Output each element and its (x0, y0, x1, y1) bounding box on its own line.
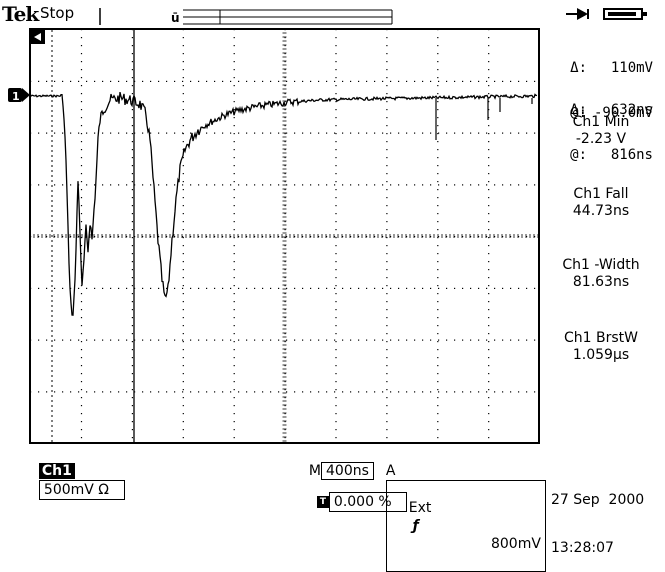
volts-per-div[interactable]: 500mV Ω (38, 480, 125, 500)
at-time-label: @: (570, 147, 587, 163)
record-length-indicator: ū (99, 8, 393, 25)
timebase-value[interactable]: 400ns (321, 462, 374, 480)
battery-icon (603, 8, 647, 20)
measurement-3-title: Ch1 -Width (562, 257, 640, 273)
date-label: 27 Sep 2000 (551, 492, 645, 508)
delta-time-value: 632ns (610, 102, 653, 118)
measurement-1-value: -2.23 V (575, 131, 627, 147)
at-voltage-value: -90.0mV (593, 105, 653, 121)
trigger-position-readout: T 0.000 % (308, 474, 407, 512)
channel-settings[interactable]: Ch1 500mV Ω (30, 444, 125, 500)
at-voltage-label: @: (570, 105, 587, 121)
trigger-a-label: A (385, 463, 396, 479)
measurement-1[interactable]: Ch1 Min -2.23 V (541, 114, 661, 148)
measurement-3[interactable]: Ch1 -Width 81.63ns (541, 257, 661, 291)
date-time-display: 27 Sep 2000 13:28:07 (551, 460, 644, 572)
tek-brand-logo: Tek (2, 2, 39, 26)
delta-voltage-value: 110mV (610, 60, 653, 76)
measurement-4-title: Ch1 BrstW (564, 330, 638, 346)
trigger-source: Ext (408, 500, 432, 516)
trigger-slope-icon: ƒ (412, 518, 419, 534)
measurement-2[interactable]: Ch1 Fall 44.73ns (541, 186, 661, 220)
delta-time-label: Δ: (570, 102, 587, 118)
trigger-level: 800mV (490, 536, 541, 552)
main-timebase-label: M (308, 463, 321, 479)
timebase-settings[interactable]: M 400ns (300, 444, 374, 480)
measurement-4[interactable]: Ch1 BrstW 1.059µs (541, 330, 661, 364)
scope-display: ū 1 (8, 8, 540, 444)
power-plug-icon (566, 6, 592, 20)
measurement-1-title: Ch1 Min (572, 114, 630, 130)
measurement-2-value: 44.73ns (572, 203, 630, 219)
trigger-icon: T (316, 496, 329, 508)
at-time-value: 816ns (610, 147, 653, 163)
acquisition-status: Stop (40, 4, 75, 22)
trigger-position-value: 0.000 % (328, 492, 407, 512)
measurement-2-title: Ch1 Fall (573, 186, 629, 202)
waveform-noise (435, 98, 533, 140)
trigger-position-marker (31, 30, 45, 44)
ch1-level-marker: 1 (8, 88, 30, 103)
svg-text:1: 1 (12, 90, 20, 103)
cursor-readout-voltage: Δ: 110mV @: -90.0mV (543, 31, 653, 136)
delta-voltage-label: Δ: (570, 60, 587, 76)
ch1-waveform-trace (29, 91, 538, 316)
graticule-grid (29, 28, 539, 442)
svg-text:ū: ū (171, 11, 180, 25)
time-label: 13:28:07 (551, 540, 614, 556)
cursor-readout-time: Δ: 632ns @: 816ns (543, 73, 653, 178)
measurement-4-value: 1.059µs (572, 347, 630, 363)
ch1-indicator[interactable]: Ch1 (38, 463, 75, 479)
measurement-3-value: 81.63ns (572, 274, 630, 290)
